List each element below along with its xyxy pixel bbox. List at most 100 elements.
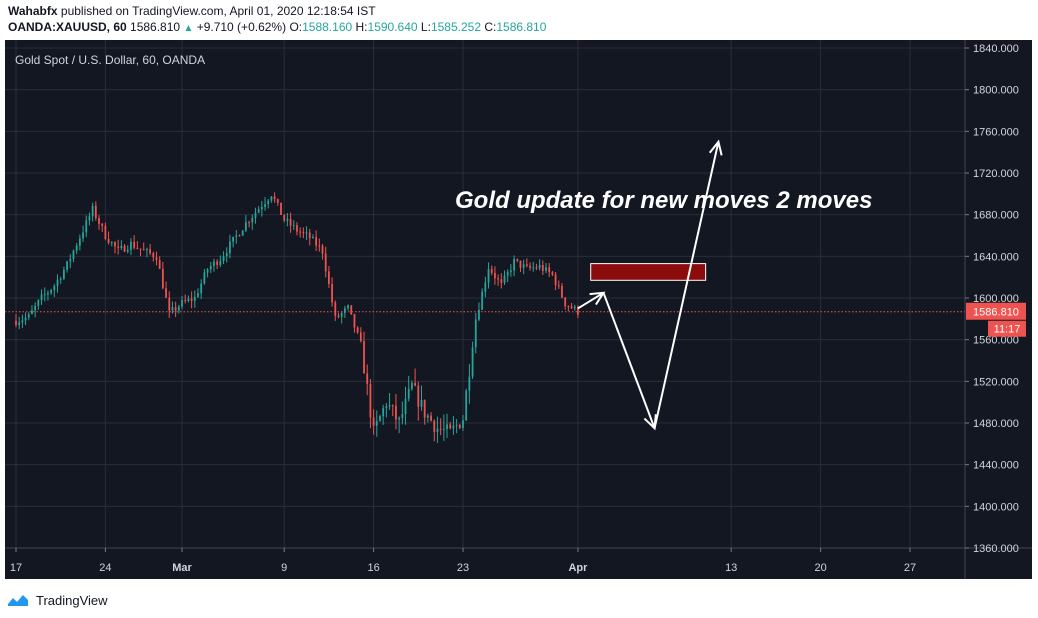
candle-body <box>69 259 72 262</box>
symbol-label[interactable]: OANDA:XAUUSD, 60 <box>8 20 127 34</box>
candle-body <box>104 225 107 240</box>
author-name[interactable]: Wahabfx <box>8 4 58 18</box>
y-tick-label: 1760.000 <box>973 126 1019 138</box>
candle-body <box>417 385 420 407</box>
y-tick-label: 1440.000 <box>973 460 1019 472</box>
high-label: H: <box>355 20 368 34</box>
x-tick-label: 16 <box>367 562 379 574</box>
highlight-box[interactable] <box>590 263 707 281</box>
candle-body <box>123 245 126 252</box>
candle-body <box>411 382 413 389</box>
candle-body <box>490 268 493 273</box>
candle-body <box>570 306 573 309</box>
annotation-text[interactable]: Gold update for new moves 2 moves <box>455 187 872 214</box>
candle-body <box>302 232 305 234</box>
candle-body <box>478 309 480 320</box>
y-tick-label: 1840.000 <box>973 43 1019 55</box>
candle-body <box>149 249 151 254</box>
candle-body <box>244 222 247 231</box>
candle-body <box>273 196 276 200</box>
candle-body <box>110 242 113 244</box>
time-axis[interactable]: 17 24 Mar 9 16 23 Apr 13 20 27 <box>10 548 916 574</box>
candle-body <box>369 383 372 418</box>
candle-body <box>426 415 429 418</box>
y-tick-label: 1600.000 <box>973 293 1019 305</box>
candle-body <box>72 250 75 260</box>
open-label: O: <box>289 20 303 34</box>
candle-body <box>535 267 538 269</box>
candle-body <box>232 236 235 242</box>
candle-body <box>161 268 164 289</box>
candlestick-chart[interactable]: 1840.000 1800.000 1760.000 1720.000 1680.000… <box>5 40 1032 579</box>
candle-body <box>328 271 330 284</box>
drawing-layer <box>577 139 723 431</box>
footer-brand[interactable]: TradingView <box>36 592 108 608</box>
arrow-line[interactable] <box>602 292 656 429</box>
ohlc-line: OANDA:XAUUSD, 60 1586.810 ▲ +9.710 (+0.6… <box>8 19 1038 37</box>
candle-body <box>62 269 65 279</box>
candle-body <box>420 399 423 407</box>
price-tag-text: 1586.810 <box>973 307 1019 319</box>
candle-body <box>532 267 535 269</box>
candle-body <box>557 285 560 287</box>
candle-body <box>509 270 512 272</box>
candle-body <box>433 420 436 432</box>
candle-body <box>40 294 43 301</box>
candle-body <box>436 428 439 432</box>
candle-body <box>430 415 432 421</box>
candle-body <box>187 298 190 301</box>
footer: TradingView <box>6 590 108 610</box>
candle-body <box>516 258 519 261</box>
candle-body <box>554 274 557 286</box>
candle-body <box>21 320 24 323</box>
candle-body <box>545 267 547 271</box>
candle-body <box>34 305 37 311</box>
candle-body <box>395 405 397 420</box>
candle-body <box>27 314 30 318</box>
candle-body <box>107 239 110 243</box>
price-axis[interactable]: 1840.000 1800.000 1760.000 1720.000 1680.000… <box>965 43 1019 555</box>
candle-body <box>577 306 579 315</box>
candle-body <box>372 417 375 426</box>
candle-body <box>139 248 142 250</box>
candle-body <box>347 305 349 309</box>
candle-body <box>465 390 468 421</box>
y-tick-label: 1640.000 <box>973 251 1019 263</box>
candle-body <box>573 306 576 309</box>
price-change: +9.710 (+0.62%) <box>196 20 287 34</box>
arrow-line[interactable] <box>577 291 605 310</box>
tradingview-logo-icon[interactable] <box>6 592 30 608</box>
x-tick-label: 9 <box>281 562 287 574</box>
candle-body <box>15 320 17 326</box>
y-tick-label: 1720.000 <box>973 168 1019 180</box>
candle-body <box>235 235 238 237</box>
candle-body <box>340 312 343 317</box>
candle-body <box>564 297 567 307</box>
candle-body <box>283 214 286 221</box>
arrow-head <box>589 291 606 306</box>
candle-body <box>117 246 120 248</box>
candle-body <box>94 205 97 219</box>
candle-body <box>18 322 21 326</box>
candle-body <box>296 225 298 232</box>
candle-body <box>315 237 318 246</box>
candle-body <box>494 272 496 279</box>
candle-body <box>114 242 116 247</box>
candle-body <box>98 218 100 224</box>
arrow-line[interactable] <box>653 141 720 429</box>
countdown-tag-text: 11:17 <box>994 324 1021 336</box>
candle-body <box>47 292 49 295</box>
candle-body <box>500 279 503 283</box>
candle-body <box>458 424 461 428</box>
published-text: published on TradingView.com, April 01, … <box>60 4 376 18</box>
candle-body <box>506 271 509 276</box>
arrow-head <box>708 139 723 156</box>
candle-body <box>363 341 365 374</box>
candle-body <box>219 260 222 265</box>
x-tick-label: 24 <box>99 562 111 574</box>
chart-area[interactable]: 1840.000 1800.000 1760.000 1720.000 1680.000… <box>5 40 1032 579</box>
candle-body <box>398 417 401 420</box>
candle-body <box>308 232 311 239</box>
candle-body <box>142 249 145 251</box>
candle-body <box>343 308 346 313</box>
